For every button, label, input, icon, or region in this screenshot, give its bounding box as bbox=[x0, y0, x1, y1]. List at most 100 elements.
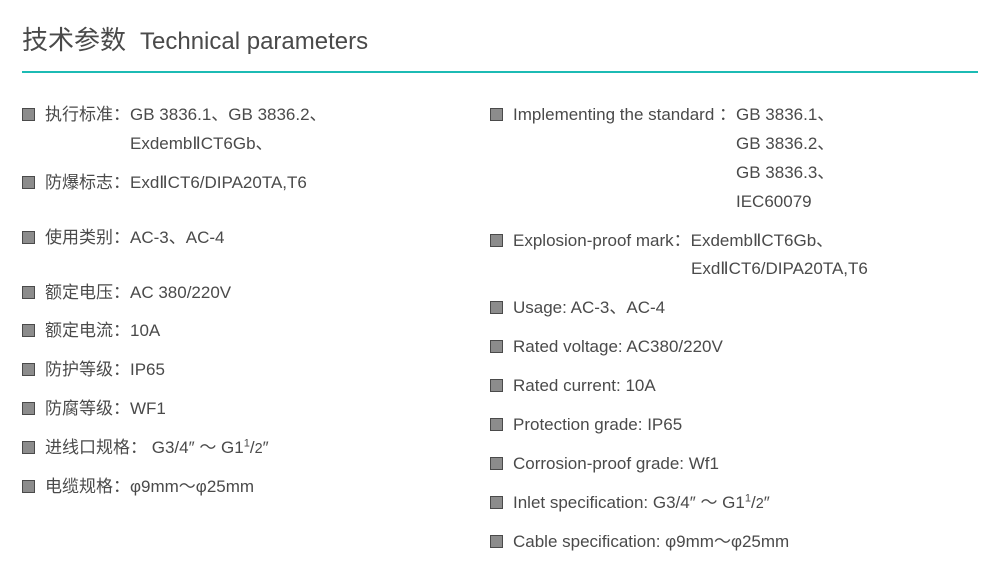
param-line: 防护等级：IP65 bbox=[45, 356, 165, 385]
param-label: 进线口规格： bbox=[45, 438, 147, 457]
square-bullet-icon bbox=[490, 496, 503, 509]
param-label: Usage: bbox=[513, 298, 571, 317]
param-item: Rated current: 10A bbox=[490, 372, 970, 401]
square-bullet-icon bbox=[22, 108, 35, 121]
square-bullet-icon bbox=[490, 457, 503, 470]
param-label: 防护等级： bbox=[45, 360, 130, 379]
param-line: 额定电流：10A bbox=[45, 317, 160, 346]
param-line: Corrosion-proof grade: Wf1 bbox=[513, 450, 719, 479]
param-textblock: 执行标准：GB 3836.1、GB 3836.2、ExdembⅡCT6Gb、 bbox=[45, 101, 327, 159]
param-item: Usage: AC-3、AC-4 bbox=[490, 294, 970, 323]
param-textblock: Implementing the standard ：GB 3836.1、GB … bbox=[513, 101, 834, 217]
param-label: 额定电流： bbox=[45, 321, 130, 340]
square-bullet-icon bbox=[22, 480, 35, 493]
param-label: 额定电压： bbox=[45, 283, 130, 302]
param-value: G3/4″ ～ G11/2″ bbox=[147, 438, 269, 457]
param-label: 防爆标志： bbox=[45, 173, 130, 192]
param-line: Implementing the standard ：GB 3836.1、 bbox=[513, 101, 834, 130]
param-textblock: Usage: AC-3、AC-4 bbox=[513, 294, 665, 323]
square-bullet-icon bbox=[490, 234, 503, 247]
param-item: 防爆标志：ExdⅡCT6/DIPA20TA,T6 bbox=[22, 169, 442, 198]
param-value: φ9mm～φ25mm bbox=[665, 532, 789, 551]
param-item: Cable specification: φ9mm～φ25mm bbox=[490, 528, 970, 557]
param-line: Explosion-proof mark：ExdembⅡCT6Gb、 bbox=[513, 227, 868, 256]
param-value: WF1 bbox=[130, 399, 166, 418]
square-bullet-icon bbox=[22, 176, 35, 189]
param-value: Wf1 bbox=[689, 454, 719, 473]
param-line: Protection grade: IP65 bbox=[513, 411, 682, 440]
param-item: 额定电流：10A bbox=[22, 317, 442, 346]
param-label: Explosion-proof mark： bbox=[513, 231, 691, 250]
param-item: Protection grade: IP65 bbox=[490, 411, 970, 440]
param-line: Usage: AC-3、AC-4 bbox=[513, 294, 665, 323]
param-item: 使用类别：AC-3、AC-4 bbox=[22, 224, 442, 253]
square-bullet-icon bbox=[490, 340, 503, 353]
param-value: ExdⅡCT6/DIPA20TA,T6 bbox=[130, 173, 307, 192]
header-title-en: Technical parameters bbox=[140, 28, 368, 56]
square-bullet-icon bbox=[22, 363, 35, 376]
param-textblock: 额定电压：AC 380/220V bbox=[45, 279, 231, 308]
param-value-cont: ExdⅡCT6/DIPA20TA,T6 bbox=[513, 255, 868, 284]
param-textblock: Cable specification: φ9mm～φ25mm bbox=[513, 528, 789, 557]
square-bullet-icon bbox=[22, 286, 35, 299]
square-bullet-icon bbox=[22, 402, 35, 415]
param-item: Implementing the standard ：GB 3836.1、GB … bbox=[490, 101, 970, 217]
param-textblock: Rated current: 10A bbox=[513, 372, 656, 401]
param-value: AC 380/220V bbox=[130, 283, 231, 302]
param-label: 使用类别： bbox=[45, 228, 130, 247]
param-item: 电缆规格：φ9mm～φ25mm bbox=[22, 473, 442, 502]
param-label: 防腐等级： bbox=[45, 399, 130, 418]
square-bullet-icon bbox=[22, 231, 35, 244]
param-label: Corrosion-proof grade: bbox=[513, 454, 689, 473]
column-right: Implementing the standard ：GB 3836.1、GB … bbox=[490, 101, 970, 567]
param-value-cont: ExdembⅡCT6Gb、 bbox=[45, 130, 327, 159]
param-item: 进线口规格： G3/4″ ～ G11/2″ bbox=[22, 434, 442, 463]
param-textblock: 额定电流：10A bbox=[45, 317, 160, 346]
header-title-cn: 技术参数 bbox=[22, 20, 126, 57]
param-textblock: 防腐等级：WF1 bbox=[45, 395, 166, 424]
param-value-cont: GB 3836.3、 bbox=[513, 159, 834, 188]
param-value-cont: IEC60079 bbox=[513, 188, 834, 217]
param-value: AC-3、AC-4 bbox=[130, 228, 224, 247]
param-value: GB 3836.1、GB 3836.2、 bbox=[130, 105, 327, 124]
param-value: ExdembⅡCT6Gb、 bbox=[691, 231, 834, 250]
square-bullet-icon bbox=[22, 441, 35, 454]
param-label: Protection grade: bbox=[513, 415, 647, 434]
param-value: GB 3836.1、 bbox=[736, 105, 834, 124]
param-label: Cable specification: bbox=[513, 532, 665, 551]
param-textblock: 电缆规格：φ9mm～φ25mm bbox=[45, 473, 254, 502]
param-value: IP65 bbox=[647, 415, 682, 434]
param-line: Rated voltage: AC380/220V bbox=[513, 333, 723, 362]
param-textblock: 防护等级：IP65 bbox=[45, 356, 165, 385]
square-bullet-icon bbox=[490, 379, 503, 392]
param-value: AC-3、AC-4 bbox=[571, 298, 665, 317]
param-label: Rated voltage: bbox=[513, 337, 626, 356]
param-textblock: Rated voltage: AC380/220V bbox=[513, 333, 723, 362]
square-bullet-icon bbox=[490, 301, 503, 314]
param-line: 执行标准：GB 3836.1、GB 3836.2、 bbox=[45, 101, 327, 130]
square-bullet-icon bbox=[490, 108, 503, 121]
param-line: Inlet specification: G3/4″ ～ G11/2″ bbox=[513, 489, 770, 518]
param-value: φ9mm～φ25mm bbox=[130, 477, 254, 496]
param-line: 电缆规格：φ9mm～φ25mm bbox=[45, 473, 254, 502]
param-textblock: Explosion-proof mark：ExdembⅡCT6Gb、ExdⅡCT… bbox=[513, 227, 868, 285]
square-bullet-icon bbox=[490, 418, 503, 431]
param-label: 执行标准： bbox=[45, 105, 130, 124]
param-value: IP65 bbox=[130, 360, 165, 379]
param-item: Corrosion-proof grade: Wf1 bbox=[490, 450, 970, 479]
param-line: Rated current: 10A bbox=[513, 372, 656, 401]
columns-wrapper: 执行标准：GB 3836.1、GB 3836.2、ExdembⅡCT6Gb、防爆… bbox=[22, 101, 978, 567]
param-line: 防爆标志：ExdⅡCT6/DIPA20TA,T6 bbox=[45, 169, 307, 198]
param-textblock: Corrosion-proof grade: Wf1 bbox=[513, 450, 719, 479]
column-left: 执行标准：GB 3836.1、GB 3836.2、ExdembⅡCT6Gb、防爆… bbox=[22, 101, 442, 567]
param-label: 电缆规格： bbox=[45, 477, 130, 496]
param-textblock: 进线口规格： G3/4″ ～ G11/2″ bbox=[45, 434, 269, 463]
param-value: G3/4″ ～ G11/2″ bbox=[653, 493, 770, 512]
param-value-cont: GB 3836.2、 bbox=[513, 130, 834, 159]
square-bullet-icon bbox=[22, 324, 35, 337]
param-textblock: 使用类别：AC-3、AC-4 bbox=[45, 224, 224, 253]
param-value: 10A bbox=[130, 321, 160, 340]
param-item: Explosion-proof mark：ExdembⅡCT6Gb、ExdⅡCT… bbox=[490, 227, 970, 285]
param-item: Rated voltage: AC380/220V bbox=[490, 333, 970, 362]
param-value: 10A bbox=[625, 376, 655, 395]
